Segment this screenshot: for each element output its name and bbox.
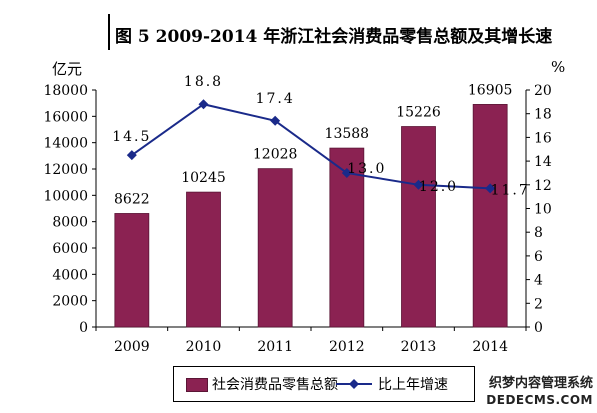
right-tick-label: 10 [534, 202, 552, 218]
right-tick-label: 8 [534, 225, 543, 241]
left-tick-label: 6000 [52, 241, 88, 257]
bar [472, 104, 508, 328]
left-tick-label: 4000 [52, 267, 88, 283]
right-tick-label: 14 [534, 154, 552, 170]
right-tick-label: 12 [534, 178, 552, 194]
growth-point [126, 150, 137, 161]
growth-value-label: 18.8 [184, 74, 223, 90]
title-rule [108, 14, 110, 50]
watermark-line2: DEDECMS.COM [486, 393, 593, 407]
bar [257, 168, 293, 328]
x-tick-label: 2014 [472, 339, 508, 355]
right-tick-label: 6 [534, 249, 543, 265]
bar [401, 126, 436, 328]
x-tick-label: 2010 [186, 339, 222, 355]
left-tick-label: 14000 [43, 136, 88, 152]
growth-point [270, 115, 281, 126]
growth-point [198, 99, 209, 110]
legend-line-label: 比上年增速 [378, 377, 448, 393]
x-tick-label: 2013 [401, 339, 437, 355]
watermark-line1: 织梦内容管理系统 [488, 376, 593, 391]
chart-title: 图 5 2009-2014 年浙江社会消费品零售总额及其增长速 [115, 27, 553, 47]
growth-point [413, 179, 424, 190]
bar-value-label: 15226 [396, 105, 441, 121]
bar [114, 213, 150, 328]
x-tick-label: 2012 [329, 339, 365, 355]
growth-value-label: 14.5 [112, 129, 151, 145]
right-tick-label: 20 [534, 83, 552, 99]
right-tick-label: 4 [534, 273, 543, 289]
right-tick-label: 18 [534, 107, 552, 123]
growth-point [341, 167, 352, 178]
right-tick-label: 16 [534, 130, 552, 146]
bar-value-label: 8622 [114, 191, 150, 207]
legend-bar-swatch [186, 378, 208, 392]
left-tick-label: 2000 [52, 294, 88, 310]
legend-line-swatch [336, 379, 372, 389]
growth-value-label: 17.4 [256, 91, 295, 107]
left-axis-unit: 亿元 [52, 60, 83, 78]
right-tick-label: 2 [534, 296, 543, 312]
left-tick-label: 8000 [52, 215, 88, 231]
growth-point [485, 183, 496, 194]
growth-value-label: 12.0 [419, 179, 458, 195]
x-tick-label: 2011 [257, 339, 293, 355]
bar-value-label: 13588 [325, 126, 370, 142]
left-tick-label: 18000 [43, 83, 88, 99]
growth-value-label: 11.7 [491, 182, 530, 198]
x-tick-label: 2009 [114, 339, 150, 355]
bar-value-label: 12028 [253, 147, 298, 163]
right-axis-unit: % [551, 58, 566, 76]
legend-bar-label: 社会消费品零售总额 [212, 377, 338, 393]
bar-value-label: 16905 [468, 82, 513, 98]
legend: 社会消费品零售总额 比上年增速 [173, 366, 475, 402]
bar [186, 191, 221, 328]
bar-value-label: 10245 [181, 170, 226, 186]
left-tick-label: 10000 [43, 188, 88, 204]
left-tick-label: 12000 [43, 162, 88, 178]
growth-value-label: 13.0 [347, 161, 386, 177]
growth-line [131, 103, 491, 190]
left-tick-label: 16000 [43, 109, 88, 125]
left-tick-label: 0 [79, 320, 88, 336]
watermark: 织梦内容管理系统 DEDECMS.COM [486, 376, 593, 408]
right-tick-label: 0 [534, 320, 543, 336]
